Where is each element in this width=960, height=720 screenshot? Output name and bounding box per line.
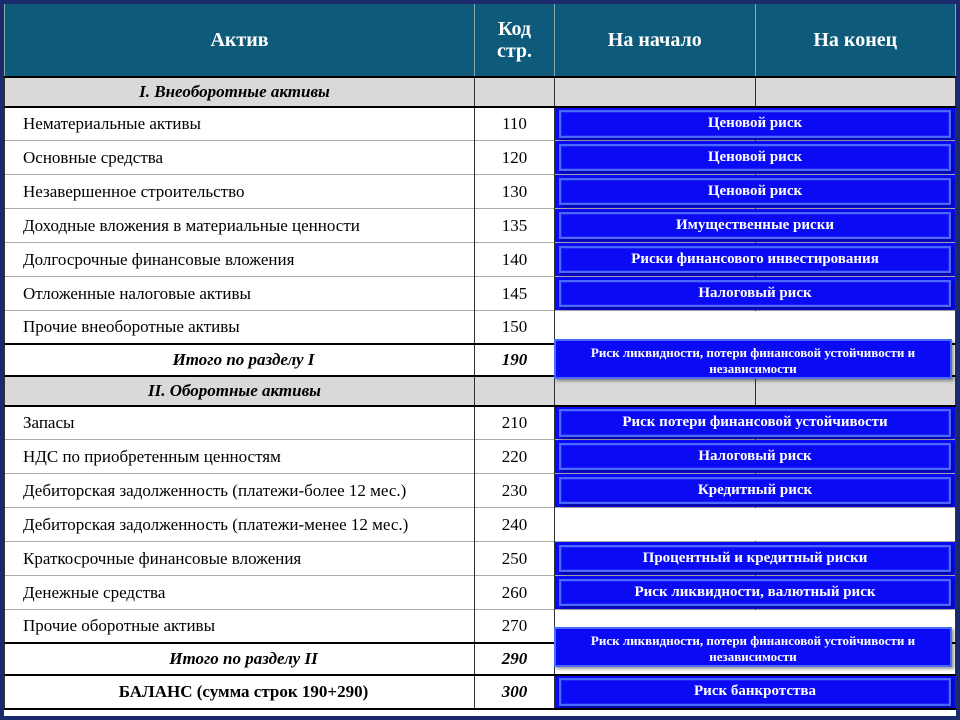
section-empty — [555, 77, 756, 107]
section-empty — [555, 376, 756, 406]
section-2-header: II. Оборотные активы — [5, 376, 956, 406]
section1-row: Основные средства120Ценовой риск — [5, 141, 956, 174]
line-code: 135 — [475, 209, 555, 242]
risk-label: Ценовой риск — [559, 110, 951, 137]
risk-label: Кредитный риск — [559, 477, 951, 504]
asset-label: Долгосрочные финансовые вложения — [5, 243, 475, 276]
line-code: 240 — [475, 508, 555, 541]
total-code: 290 — [475, 643, 555, 675]
asset-label: НДС по приобретенным ценностям — [5, 440, 475, 473]
empty-risk-cell — [555, 508, 956, 541]
risk-label: Процентный и кредитный риски — [559, 545, 951, 572]
asset-label: Дебиторская задолженность (платежи-менее… — [5, 508, 475, 541]
risk-label: Налоговый риск — [559, 280, 951, 307]
section-label: I. Внеоборотные активы — [5, 77, 475, 107]
line-code: 150 — [475, 311, 555, 344]
risk-label: Имущественные риски — [559, 212, 951, 239]
section1-row: Незавершенное строительство130Ценовой ри… — [5, 175, 956, 208]
asset-label: Запасы — [5, 406, 475, 439]
balance-sheet-frame: Актив Код стр. На начало На конец I. Вне… — [0, 0, 960, 720]
risk-cell: Риск потери финансовой устойчивости — [555, 406, 956, 439]
section2-row: НДС по приобретенным ценностям220Налогов… — [5, 440, 956, 473]
section-label: II. Оборотные активы — [5, 376, 475, 406]
total-label: Итого по разделу II — [5, 643, 475, 675]
section-empty — [475, 77, 555, 107]
section2-row: Запасы210Риск потери финансовой устойчив… — [5, 406, 956, 439]
section-empty — [475, 376, 555, 406]
section2-row: Дебиторская задолженность (платежи-менее… — [5, 508, 956, 541]
line-code: 220 — [475, 440, 555, 473]
balance-risk-cell: Риск банкротства — [555, 675, 956, 709]
risk-cell: Риск ликвидности, валютный риск — [555, 576, 956, 609]
risk-overlay-section1-total: Риск ликвидности, потери финансовой усто… — [554, 339, 952, 379]
balance-risk-label: Риск банкротства — [559, 678, 951, 705]
risk-label: Налоговый риск — [559, 443, 951, 470]
asset-label: Краткосрочные финансовые вложения — [5, 542, 475, 575]
section-empty — [755, 376, 956, 406]
asset-label: Прочие внеоборотные активы — [5, 311, 475, 344]
asset-label: Нематериальные активы — [5, 107, 475, 140]
risk-cell: Процентный и кредитный риски — [555, 542, 956, 575]
asset-label: Прочие оборотные активы — [5, 610, 475, 643]
risk-cell: Налоговый риск — [555, 440, 956, 473]
risk-cell: Имущественные риски — [555, 209, 956, 242]
header-row: Актив Код стр. На начало На конец — [5, 4, 956, 77]
line-code: 230 — [475, 474, 555, 507]
line-code: 110 — [475, 107, 555, 140]
header-start: На начало — [555, 4, 756, 77]
risk-cell: Ценовой риск — [555, 107, 956, 140]
balance-row: БАЛАНС (сумма строк 190+290)300Риск банк… — [5, 675, 956, 709]
asset-label: Отложенные налоговые активы — [5, 277, 475, 310]
section2-row: Дебиторская задолженность (платежи-более… — [5, 474, 956, 507]
risk-label: Риск ликвидности, валютный риск — [559, 579, 951, 606]
total-label: Итого по разделу I — [5, 344, 475, 376]
balance-label: БАЛАНС (сумма строк 190+290) — [5, 675, 475, 709]
section1-row: Нематериальные активы110Ценовой риск — [5, 107, 956, 140]
section1-row: Доходные вложения в материальные ценност… — [5, 209, 956, 242]
asset-label: Основные средства — [5, 141, 475, 174]
asset-label: Дебиторская задолженность (платежи-более… — [5, 474, 475, 507]
header-code: Код стр. — [475, 4, 555, 77]
asset-label: Денежные средства — [5, 576, 475, 609]
line-code: 145 — [475, 277, 555, 310]
total-code: 190 — [475, 344, 555, 376]
section-empty — [755, 77, 956, 107]
risk-label: Ценовой риск — [559, 144, 951, 171]
section1-row: Отложенные налоговые активы145Налоговый … — [5, 277, 956, 310]
balance-code: 300 — [475, 675, 555, 709]
line-code: 130 — [475, 175, 555, 208]
asset-label: Незавершенное строительство — [5, 175, 475, 208]
section1-row: Долгосрочные финансовые вложения140Риски… — [5, 243, 956, 276]
risk-label: Риски финансового инвестирования — [559, 246, 951, 273]
line-code: 250 — [475, 542, 555, 575]
line-code: 120 — [475, 141, 555, 174]
section-1-header: I. Внеоборотные активы — [5, 77, 956, 107]
line-code: 140 — [475, 243, 555, 276]
risk-cell: Кредитный риск — [555, 474, 956, 507]
risk-cell: Ценовой риск — [555, 141, 956, 174]
risk-cell: Налоговый риск — [555, 277, 956, 310]
section2-row: Краткосрочные финансовые вложения250Проц… — [5, 542, 956, 575]
asset-label: Доходные вложения в материальные ценност… — [5, 209, 475, 242]
risk-cell: Ценовой риск — [555, 175, 956, 208]
header-asset: Актив — [5, 4, 475, 77]
section2-row: Денежные средства260Риск ликвидности, ва… — [5, 576, 956, 609]
risk-cell: Риски финансового инвестирования — [555, 243, 956, 276]
line-code: 260 — [475, 576, 555, 609]
line-code: 270 — [475, 610, 555, 643]
line-code: 210 — [475, 406, 555, 439]
risk-label: Риск потери финансовой устойчивости — [559, 409, 951, 436]
risk-label: Ценовой риск — [559, 178, 951, 205]
risk-overlay-section2-total: Риск ликвидности, потери финансовой усто… — [554, 627, 952, 667]
header-end: На конец — [755, 4, 956, 77]
